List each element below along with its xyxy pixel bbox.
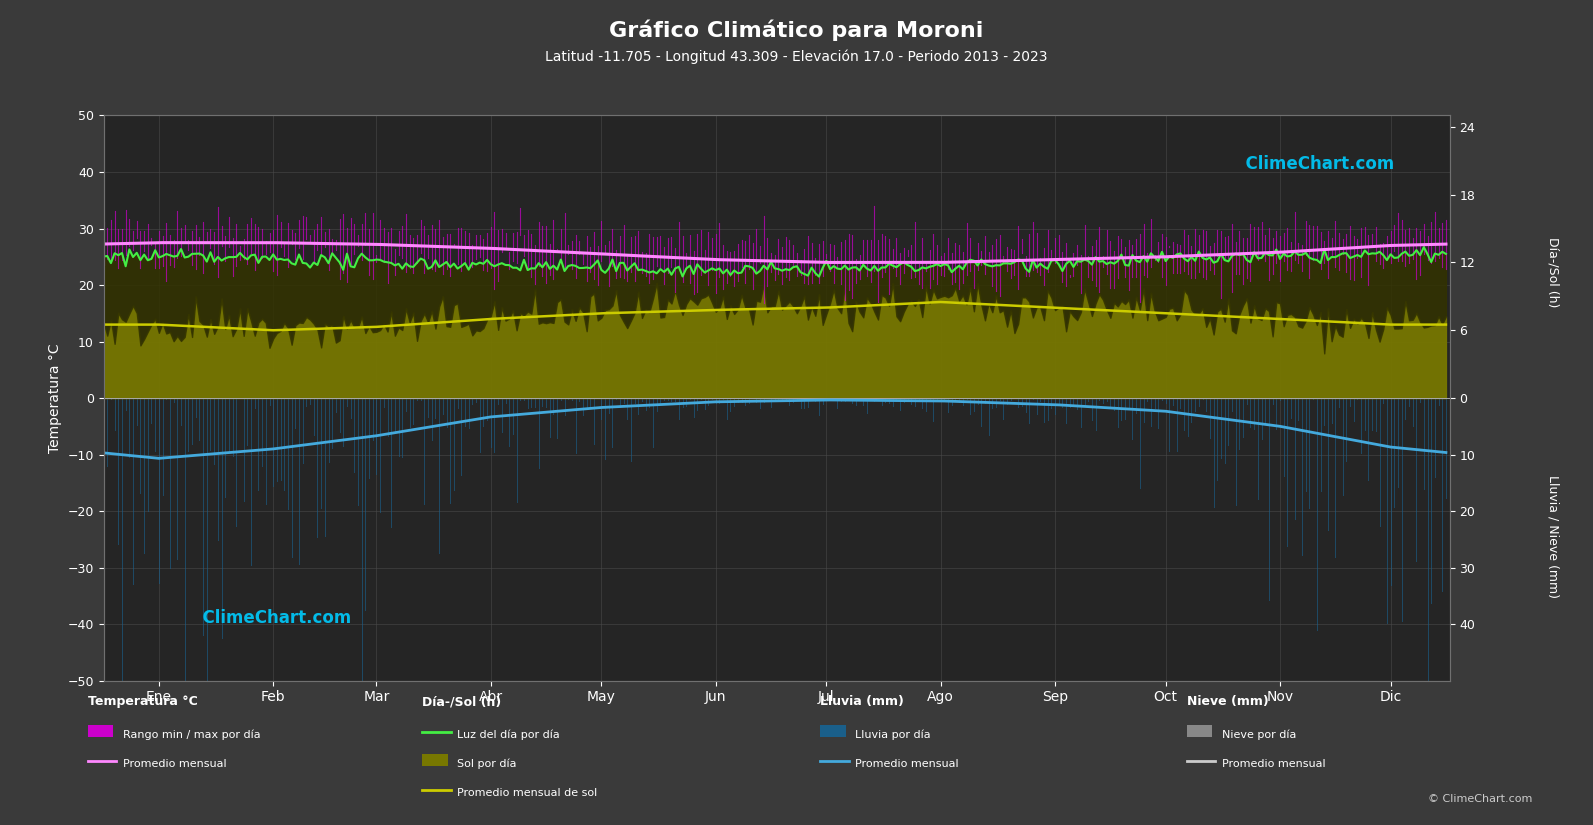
Text: Promedio mensual de sol: Promedio mensual de sol — [457, 788, 597, 798]
Text: Gráfico Climático para Moroni: Gráfico Climático para Moroni — [609, 20, 984, 41]
Text: Promedio mensual: Promedio mensual — [123, 759, 226, 769]
Text: Sol por día: Sol por día — [457, 759, 516, 769]
Text: Luz del día por día: Luz del día por día — [457, 730, 561, 740]
Y-axis label: Temperatura °C: Temperatura °C — [48, 343, 62, 453]
Text: ClimeChart.com: ClimeChart.com — [191, 610, 352, 628]
Text: Lluvia / Nieve (mm): Lluvia / Nieve (mm) — [1547, 474, 1560, 598]
Text: Nieve (mm): Nieve (mm) — [1187, 695, 1268, 709]
Text: Latitud -11.705 - Longitud 43.309 - Elevación 17.0 - Periodo 2013 - 2023: Latitud -11.705 - Longitud 43.309 - Elev… — [545, 50, 1048, 64]
Text: Rango min / max por día: Rango min / max por día — [123, 730, 260, 740]
Text: ClimeChart.com: ClimeChart.com — [1235, 154, 1394, 172]
Text: Nieve por día: Nieve por día — [1222, 730, 1297, 740]
Text: Día-/Sol (h): Día-/Sol (h) — [1547, 237, 1560, 308]
Text: Promedio mensual: Promedio mensual — [1222, 759, 1325, 769]
Text: Día-/Sol (h): Día-/Sol (h) — [422, 695, 502, 709]
Text: Promedio mensual: Promedio mensual — [855, 759, 959, 769]
Text: Temperatura °C: Temperatura °C — [88, 695, 198, 709]
Text: Lluvia por día: Lluvia por día — [855, 730, 930, 740]
Text: © ClimeChart.com: © ClimeChart.com — [1427, 794, 1532, 804]
Text: Lluvia (mm): Lluvia (mm) — [820, 695, 905, 709]
